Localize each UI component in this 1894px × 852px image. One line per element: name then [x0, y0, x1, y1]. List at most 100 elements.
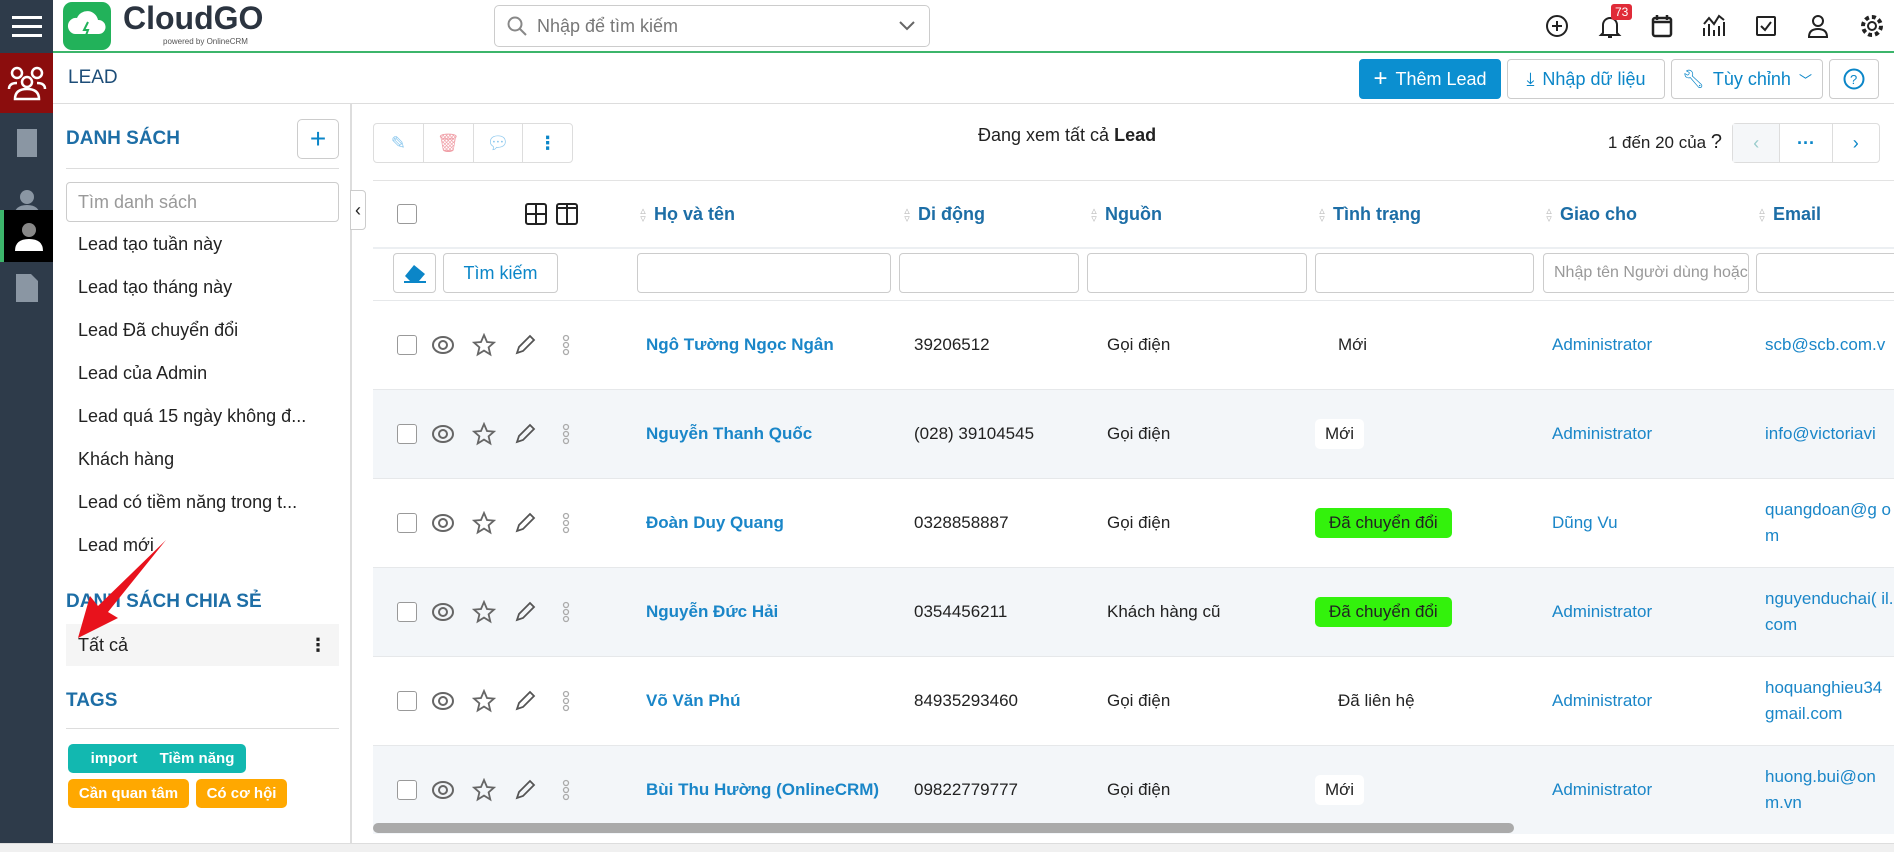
- view-eye-icon[interactable]: [431, 746, 455, 834]
- column-header[interactable]: ▵ ▿ Giao cho: [1544, 204, 1637, 225]
- lead-name[interactable]: Đoàn Duy Quang: [646, 513, 784, 532]
- favorite-star-icon[interactable]: [472, 390, 496, 478]
- search-filter-button[interactable]: Tìm kiếm: [443, 253, 558, 293]
- import-data-button[interactable]: ⤓ Nhập dữ liệu: [1507, 59, 1665, 99]
- lead-assignee-link[interactable]: Administrator: [1552, 424, 1653, 443]
- calendar-icon[interactable]: [1648, 12, 1676, 40]
- more-actions-icon[interactable]: ⋮: [538, 132, 557, 153]
- sort-icon[interactable]: ▵ ▿: [1319, 204, 1325, 225]
- lead-name-link[interactable]: Ngô Tường Ngọc Ngân: [646, 301, 834, 389]
- filter-email-input[interactable]: [1756, 253, 1894, 293]
- sidebar-list-item[interactable]: Lead tạo tuần này: [78, 233, 223, 254]
- quick-create-icon[interactable]: [1543, 12, 1571, 40]
- lead-email-link[interactable]: huong.bui@on m.vn: [1765, 767, 1876, 812]
- row-more-icon[interactable]: [561, 568, 571, 656]
- favorite-star-icon[interactable]: [472, 301, 496, 389]
- settings-gear-icon[interactable]: [1858, 12, 1886, 40]
- view-eye-icon[interactable]: [431, 657, 455, 745]
- sort-icon[interactable]: ▵ ▿: [904, 204, 910, 225]
- row-more-icon[interactable]: [561, 657, 571, 745]
- filter-mobile-input[interactable]: [899, 253, 1079, 293]
- global-search-input[interactable]: Nhập để tìm kiếm: [494, 5, 930, 47]
- edit-pencil-icon[interactable]: [513, 390, 537, 478]
- organizations-icon[interactable]: [0, 113, 53, 173]
- sidebar-list-item[interactable]: Lead Đã chuyển đổi: [78, 319, 239, 340]
- lead-name[interactable]: Bùi Thu Hường (OnlineCRM): [646, 780, 880, 799]
- filter-status-input[interactable]: [1315, 253, 1534, 293]
- shared-list-item-all[interactable]: Tất cả ⋮: [66, 624, 339, 666]
- list-search-input[interactable]: Tìm danh sách: [66, 182, 339, 222]
- lead-name-link[interactable]: Đoàn Duy Quang: [646, 479, 784, 567]
- column-header[interactable]: ▵ ▿ Di động: [902, 204, 985, 225]
- lead-name[interactable]: Ngô Tường Ngọc Ngân: [646, 335, 834, 354]
- lead-name-link[interactable]: Võ Văn Phú: [646, 657, 740, 745]
- column-header[interactable]: ▵ ▿ Họ và tên: [638, 204, 735, 225]
- select-all-checkbox[interactable]: [397, 204, 417, 224]
- sort-icon[interactable]: ▵ ▿: [1759, 204, 1765, 225]
- row-more-icon[interactable]: [561, 479, 571, 567]
- favorite-star-icon[interactable]: [472, 479, 496, 567]
- kebab-menu-icon[interactable]: ⋮: [309, 634, 327, 655]
- column-header[interactable]: ▵ ▿ Tình trạng: [1317, 204, 1421, 225]
- delete-icon[interactable]: 🗑︎: [424, 124, 474, 162]
- prev-page-button[interactable]: ‹: [1733, 124, 1781, 162]
- row-checkbox[interactable]: [397, 513, 417, 533]
- edit-pencil-icon[interactable]: [513, 479, 537, 567]
- view-eye-icon[interactable]: [431, 568, 455, 656]
- view-eye-icon[interactable]: [431, 479, 455, 567]
- next-page-button[interactable]: ›: [1852, 132, 1859, 153]
- favorite-star-icon[interactable]: [472, 746, 496, 834]
- row-checkbox[interactable]: [397, 602, 417, 622]
- sidebar-list-item[interactable]: Lead tạo tháng này: [78, 276, 233, 297]
- filter-source-input[interactable]: [1087, 253, 1307, 293]
- menu-icon[interactable]: [0, 0, 53, 52]
- help-button[interactable]: ?: [1829, 59, 1879, 99]
- page-jump-button[interactable]: ···: [1780, 124, 1833, 162]
- row-checkbox[interactable]: [397, 424, 417, 444]
- lead-name[interactable]: Võ Văn Phú: [646, 691, 741, 710]
- lead-assignee-link[interactable]: Administrator: [1552, 780, 1653, 799]
- lead-assignee-link[interactable]: Administrator: [1552, 691, 1653, 710]
- tag-chip[interactable]: Tiềm năng: [148, 744, 246, 773]
- cloudgo-logo[interactable]: [63, 2, 111, 50]
- column-header[interactable]: ▵ ▿ Email: [1757, 204, 1821, 225]
- column-header[interactable]: ▵ ▿ Nguồn: [1089, 204, 1162, 225]
- column-layout-icon[interactable]: [556, 203, 578, 225]
- lead-assignee-link[interactable]: Dũng Vu: [1552, 513, 1618, 532]
- row-checkbox[interactable]: [397, 780, 417, 800]
- filter-name-input[interactable]: [637, 253, 891, 293]
- document-contact-icon[interactable]: [0, 262, 53, 314]
- comment-icon[interactable]: 💬︎: [474, 124, 524, 162]
- edit-pencil-icon[interactable]: [513, 301, 537, 389]
- tag-chip[interactable]: import: [68, 744, 160, 773]
- row-more-icon[interactable]: [561, 301, 571, 389]
- user-profile-icon[interactable]: [1804, 12, 1832, 40]
- collapse-sidebar-button[interactable]: ‹: [350, 190, 366, 230]
- view-eye-icon[interactable]: [431, 390, 455, 478]
- tag-chip[interactable]: Có cơ hội: [196, 779, 287, 808]
- lead-name[interactable]: Nguyễn Thanh Quốc: [646, 424, 813, 443]
- row-more-icon[interactable]: [561, 390, 571, 478]
- row-more-icon[interactable]: [561, 746, 571, 834]
- lead-assignee-link[interactable]: Administrator: [1552, 335, 1653, 354]
- sort-icon[interactable]: ▵ ▿: [1546, 204, 1552, 225]
- sidebar-list-item[interactable]: Lead mới: [78, 534, 154, 555]
- row-checkbox[interactable]: [397, 335, 417, 355]
- add-list-button[interactable]: +: [297, 119, 339, 159]
- favorite-star-icon[interactable]: [472, 568, 496, 656]
- edit-icon[interactable]: ✎: [374, 124, 424, 162]
- horizontal-scrollbar[interactable]: [373, 823, 1514, 833]
- sidebar-list-item[interactable]: Lead quá 15 ngày không đ...: [78, 405, 307, 426]
- lead-email-link[interactable]: info@victoriavi: [1765, 424, 1876, 443]
- total-count-help-button[interactable]: ?: [1710, 131, 1722, 153]
- lead-person-icon[interactable]: [0, 210, 53, 262]
- favorite-star-icon[interactable]: [472, 657, 496, 745]
- sidebar-list-item[interactable]: Khách hàng: [78, 448, 175, 469]
- sort-icon[interactable]: ▵ ▿: [640, 204, 646, 225]
- lead-name-link[interactable]: Nguyễn Đức Hải: [646, 568, 778, 656]
- view-eye-icon[interactable]: [431, 301, 455, 389]
- lead-name-link[interactable]: Nguyễn Thanh Quốc: [646, 390, 812, 478]
- customize-dropdown-button[interactable]: 🔧︎ Tùy chỉnh ﹀: [1671, 59, 1823, 99]
- sidebar-list-item[interactable]: Lead của Admin: [78, 362, 208, 383]
- add-lead-button[interactable]: + Thêm Lead: [1359, 59, 1501, 99]
